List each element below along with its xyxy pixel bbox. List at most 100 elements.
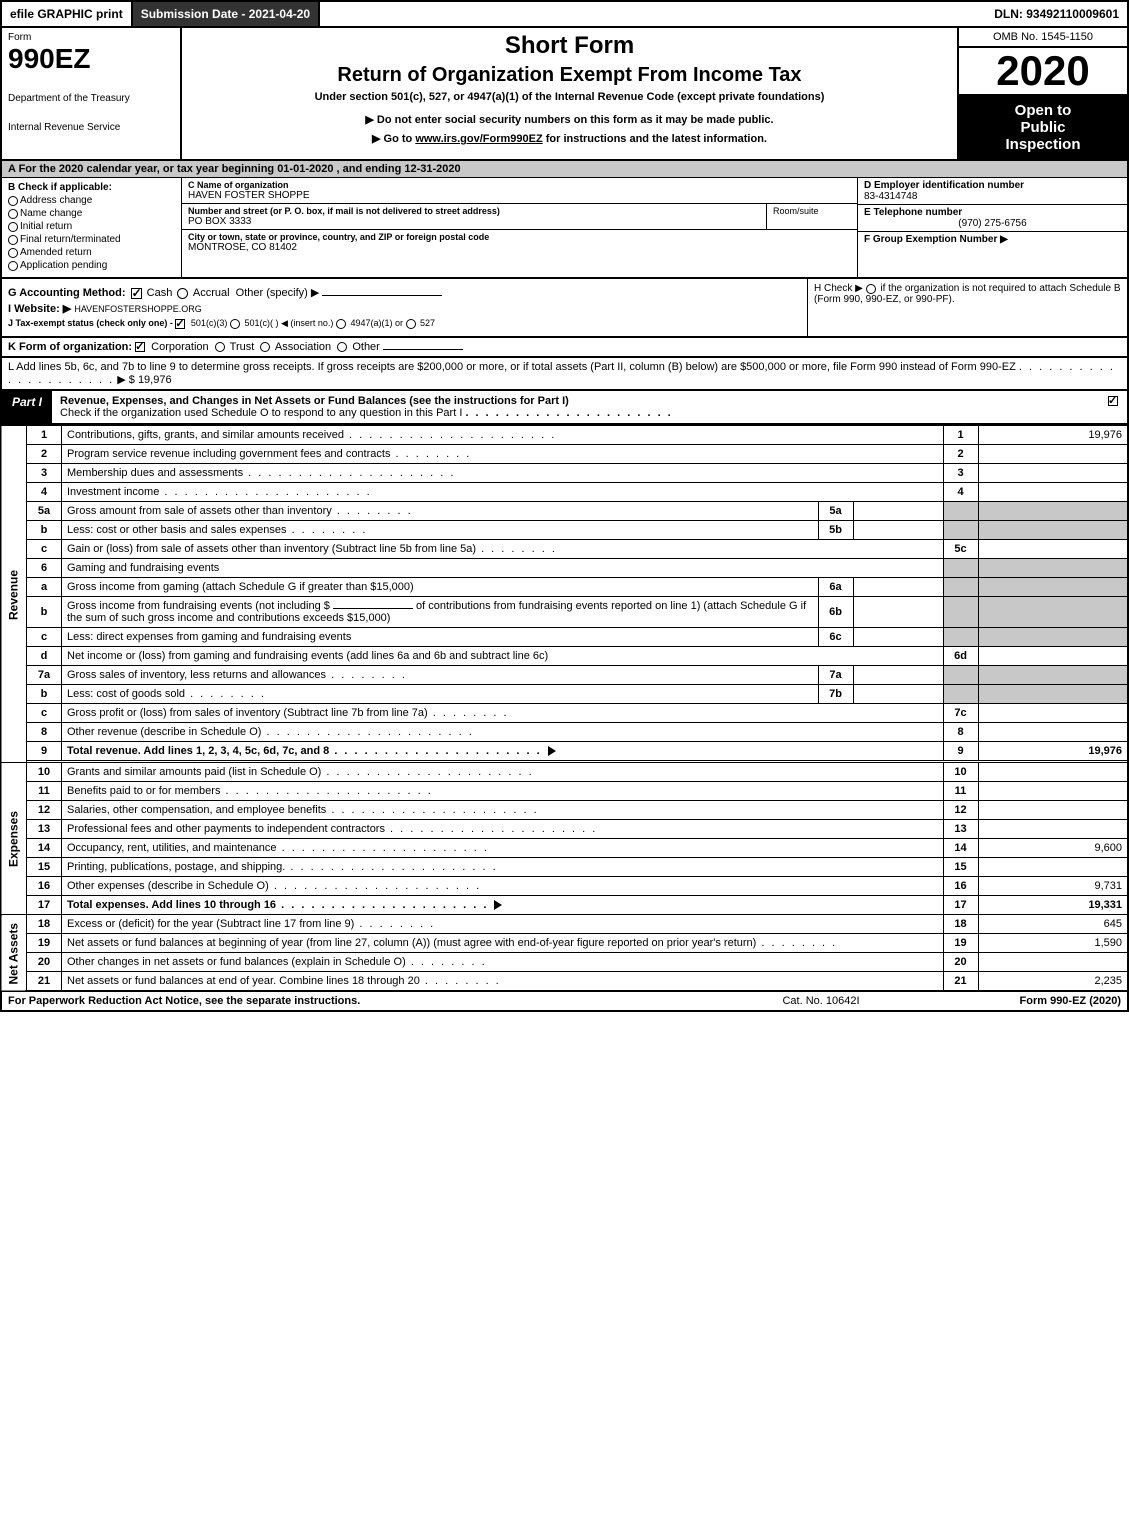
section-l: L Add lines 5b, 6c, and 7b to line 9 to …	[0, 358, 1129, 391]
line-5c: c Gain or (loss) from sale of assets oth…	[1, 540, 1128, 559]
chk-final-return[interactable]: Final return/terminated	[8, 234, 175, 245]
ssn-warning: ▶ Do not enter social security numbers o…	[190, 113, 949, 126]
dept-treasury: Department of the Treasury	[8, 93, 174, 104]
chk-527[interactable]	[406, 319, 416, 329]
print-text[interactable]: print	[96, 7, 123, 21]
page-footer: For Paperwork Reduction Act Notice, see …	[0, 992, 1129, 1012]
form-org-label: K Form of organization:	[8, 341, 132, 353]
line18-amount: 645	[978, 915, 1128, 934]
line21-amount: 2,235	[978, 972, 1128, 992]
org-name-label: C Name of organization	[188, 180, 851, 190]
section-i: I Website: ▶ HAVENFOSTERSHOPPE.ORG	[8, 302, 801, 315]
gh-left: G Accounting Method: Cash Accrual Other …	[2, 279, 807, 336]
section-b: B Check if applicable: Address change Na…	[2, 178, 182, 277]
group-exemption-label: F Group Exemption Number ▶	[864, 234, 1008, 245]
line-16: 16 Other expenses (describe in Schedule …	[1, 877, 1128, 896]
form-header: Form 990EZ Department of the Treasury In…	[0, 26, 1129, 161]
city-row: City or town, state or province, country…	[182, 230, 857, 255]
section-l-text: L Add lines 5b, 6c, and 7b to line 9 to …	[8, 361, 1016, 373]
line-18: Net Assets 18 Excess or (deficit) for th…	[1, 915, 1128, 934]
line-20: 20 Other changes in net assets or fund b…	[1, 953, 1128, 972]
submission-date: Submission Date - 2021-04-20	[133, 2, 320, 26]
inspection-notice: Open to Public Inspection	[959, 96, 1127, 159]
city-value: MONTROSE, CO 81402	[188, 242, 851, 253]
line-17: 17 Total expenses. Add lines 10 through …	[1, 896, 1128, 915]
line-3: 3 Membership dues and assessments 3	[1, 464, 1128, 483]
line1-amount: 19,976	[978, 426, 1128, 445]
irs-link[interactable]: www.irs.gov/Form990EZ	[415, 133, 542, 145]
website-value: HAVENFOSTERSHOPPE.ORG	[74, 304, 201, 314]
phone-value: (970) 275-6756	[864, 218, 1121, 229]
efile-text: efile GRAPHIC	[10, 7, 93, 21]
chk-schedule-o[interactable]	[1108, 396, 1118, 406]
chk-4947[interactable]	[336, 319, 346, 329]
lines-table: Revenue 1 Contributions, gifts, grants, …	[0, 425, 1129, 992]
header-right: OMB No. 1545-1150 2020 Open to Public In…	[957, 28, 1127, 159]
chk-trust[interactable]	[215, 342, 225, 352]
ghij-block: G Accounting Method: Cash Accrual Other …	[0, 279, 1129, 338]
link-prefix: ▶ Go to	[372, 133, 415, 145]
phone-label: E Telephone number	[864, 207, 1121, 218]
line19-amount: 1,590	[978, 934, 1128, 953]
inspection-line1: Open to	[963, 102, 1123, 119]
address-value: PO BOX 3333	[188, 216, 760, 227]
line17-amount: 19,331	[978, 896, 1128, 915]
section-d: D Employer identification number 83-4314…	[858, 178, 1127, 205]
line-8: 8 Other revenue (describe in Schedule O)…	[1, 723, 1128, 742]
section-c: C Name of organization HAVEN FOSTER SHOP…	[182, 178, 857, 277]
dln-label: DLN: 93492110009601	[986, 2, 1127, 26]
section-l-amount: ▶ $ 19,976	[117, 374, 171, 386]
part1-checkbox-cell	[1102, 391, 1127, 423]
other-specify-input[interactable]	[322, 295, 442, 296]
form-ref: Form 990-EZ (2020)	[921, 995, 1121, 1007]
inspection-line3: Inspection	[963, 136, 1123, 153]
short-form-title: Short Form	[190, 32, 949, 60]
chk-schedule-b[interactable]	[866, 284, 876, 294]
header-center: Short Form Return of Organization Exempt…	[182, 28, 957, 159]
line-6b: b Gross income from fundraising events (…	[1, 597, 1128, 628]
section-f: F Group Exemption Number ▶	[858, 232, 1127, 247]
address-row: Number and street (or P. O. box, if mail…	[182, 204, 857, 230]
part1-check-text: Check if the organization used Schedule …	[60, 407, 462, 419]
line-5b: b Less: cost or other basis and sales ex…	[1, 521, 1128, 540]
paperwork-notice: For Paperwork Reduction Act Notice, see …	[8, 995, 721, 1007]
line-6c: c Less: direct expenses from gaming and …	[1, 628, 1128, 647]
chk-initial-return[interactable]: Initial return	[8, 221, 175, 232]
chk-amended-return[interactable]: Amended return	[8, 247, 175, 258]
line-12: 12 Salaries, other compensation, and emp…	[1, 801, 1128, 820]
line-7b: b Less: cost of goods sold 7b	[1, 685, 1128, 704]
chk-corporation[interactable]	[135, 342, 145, 352]
part1-title: Revenue, Expenses, and Changes in Net As…	[52, 391, 1102, 423]
chk-501c[interactable]	[230, 319, 240, 329]
omb-number: OMB No. 1545-1150	[959, 28, 1127, 48]
chk-address-change[interactable]: Address change	[8, 195, 175, 206]
chk-accrual[interactable]	[177, 288, 188, 299]
efile-label: efile GRAPHIC print	[2, 2, 133, 26]
website-label: I Website: ▶	[8, 303, 71, 315]
chk-501c3[interactable]	[175, 319, 185, 329]
topbar-spacer	[320, 2, 986, 26]
arrow-icon	[494, 900, 502, 910]
line-7c: c Gross profit or (loss) from sales of i…	[1, 704, 1128, 723]
link-suffix: for instructions and the latest informat…	[546, 133, 767, 145]
line14-amount: 9,600	[978, 839, 1128, 858]
org-name-row: C Name of organization HAVEN FOSTER SHOP…	[182, 178, 857, 204]
form-label: Form	[8, 32, 174, 43]
top-bar: efile GRAPHIC print Submission Date - 20…	[0, 0, 1129, 26]
line-19: 19 Net assets or fund balances at beginn…	[1, 934, 1128, 953]
line-4: 4 Investment income 4	[1, 483, 1128, 502]
chk-application-pending[interactable]: Application pending	[8, 260, 175, 271]
line-11: 11 Benefits paid to or for members 11	[1, 782, 1128, 801]
chk-name-change[interactable]: Name change	[8, 208, 175, 219]
ein-label: D Employer identification number	[864, 180, 1121, 191]
chk-other-org[interactable]	[337, 342, 347, 352]
tax-period: A For the 2020 calendar year, or tax yea…	[0, 161, 1129, 177]
expenses-vlabel: Expenses	[1, 763, 27, 915]
line-6: 6 Gaming and fundraising events	[1, 559, 1128, 578]
inspection-line2: Public	[963, 119, 1123, 136]
chk-cash[interactable]	[131, 288, 142, 299]
line6b-input[interactable]	[333, 608, 413, 609]
section-h: H Check ▶ if the organization is not req…	[807, 279, 1127, 336]
chk-association[interactable]	[260, 342, 270, 352]
other-org-input[interactable]	[383, 349, 463, 350]
